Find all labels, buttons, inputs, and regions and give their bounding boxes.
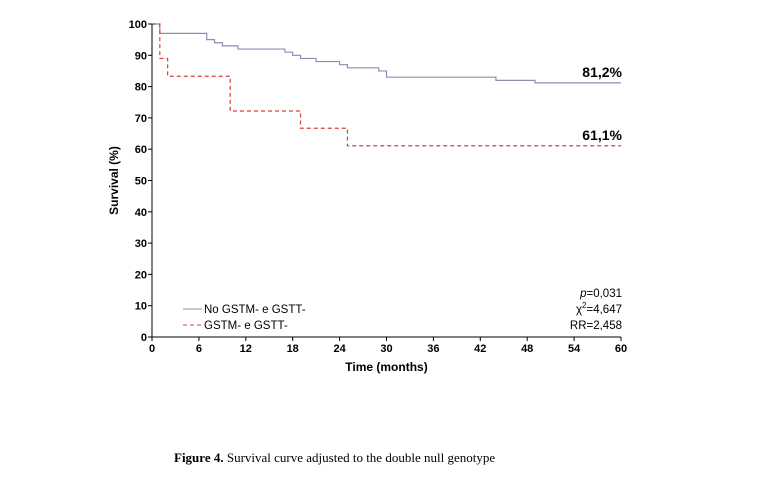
y-axis-label: Survival (%) <box>107 146 121 215</box>
p-value-text: p=0,031 <box>579 288 622 300</box>
y-tick-label: 80 <box>135 82 147 94</box>
x-tick-label: 12 <box>240 343 252 355</box>
series-line-gstm <box>152 23 621 147</box>
x-tick-label: 60 <box>615 343 627 355</box>
x-tick-label: 48 <box>521 343 533 355</box>
x-tick-label: 0 <box>149 343 155 355</box>
x-tick-label: 24 <box>333 343 346 355</box>
p-symbol: p <box>579 288 587 300</box>
y-axis-ticks: 0 10 20 30 40 50 60 70 80 90 100 <box>129 19 152 344</box>
chi-value: =4,647 <box>587 304 623 316</box>
x-tick-label: 42 <box>474 343 486 355</box>
y-tick-label: 20 <box>135 269 147 281</box>
chi-superscript: 2 <box>582 301 587 310</box>
x-tick-label: 18 <box>287 343 299 355</box>
end-label-gstm: 61,1% <box>582 127 622 143</box>
figure-caption: Figure 4. Survival curve adjusted to the… <box>174 450 495 466</box>
series-layer <box>152 23 621 147</box>
series-line-no-gstm <box>152 23 621 84</box>
x-axis-label: Time (months) <box>345 360 427 374</box>
y-tick-label: 90 <box>135 50 147 62</box>
x-axis-ticks: 0 6 12 18 24 30 36 42 48 54 60 <box>149 337 627 355</box>
x-tick-label: 30 <box>380 343 392 355</box>
legend: No GSTM- e GSTT- GSTM- e GSTT- <box>183 304 306 332</box>
x-tick-label: 6 <box>196 343 202 355</box>
relative-risk-text: RR=2,458 <box>570 320 622 332</box>
chi-symbol: χ <box>576 304 582 316</box>
x-tick-label: 54 <box>568 343 581 355</box>
y-tick-label: 10 <box>135 301 147 313</box>
y-tick-label: 50 <box>135 176 147 188</box>
statistics-annotation: p=0,031 χ2=4,647 RR=2,458 <box>570 288 622 332</box>
legend-entry-no-gstm: No GSTM- e GSTT- <box>204 304 306 316</box>
caption-text: Survival curve adjusted to the double nu… <box>223 450 496 465</box>
y-tick-label: 0 <box>141 332 147 344</box>
y-tick-label: 60 <box>135 144 147 156</box>
y-tick-label: 40 <box>135 207 147 219</box>
y-tick-label: 100 <box>129 19 147 31</box>
survival-chart: 0 10 20 30 40 50 60 70 80 90 100 0 6 12 18 24 30 36 42 48 5… <box>107 19 627 374</box>
y-tick-label: 30 <box>135 238 147 250</box>
end-label-no-gstm: 81,2% <box>582 64 622 80</box>
p-value: =0,031 <box>587 288 623 300</box>
y-tick-label: 70 <box>135 113 147 125</box>
chi-square-text: χ2=4,647 <box>576 301 622 316</box>
caption-label: Figure 4. <box>174 450 224 465</box>
x-tick-label: 36 <box>427 343 439 355</box>
legend-entry-gstm: GSTM- e GSTT- <box>204 320 288 332</box>
